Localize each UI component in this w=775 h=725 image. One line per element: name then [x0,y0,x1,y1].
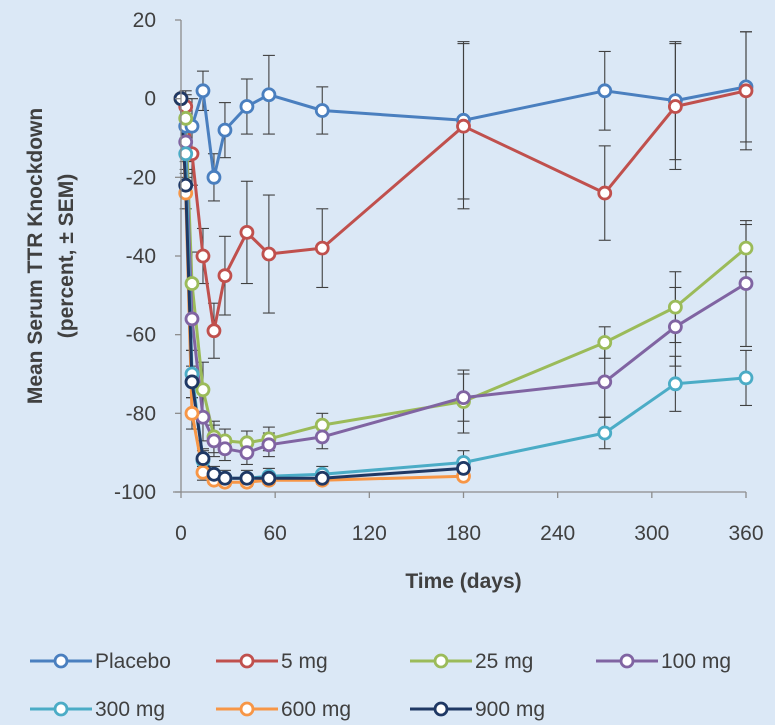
legend-marker [239,653,255,669]
data-point [206,323,222,339]
data-point [597,374,613,390]
data-point [597,425,613,441]
data-point [261,470,277,486]
data-point [195,382,211,398]
data-point [206,433,222,449]
data-point [314,103,330,118]
legend-label: 300 mg [95,698,165,721]
legend-label: 600 mg [281,698,351,721]
data-point [314,417,330,433]
legend-item-4: 300 mg [30,698,165,721]
data-point [314,429,330,445]
legend-marker [239,701,255,717]
x-tick-label: 180 [446,522,481,545]
data-point [178,146,194,162]
legend-label: Placebo [95,650,171,673]
data-point [597,335,613,350]
data-point [184,311,200,327]
legend-marker [53,653,69,669]
data-point [217,268,233,284]
data-point [178,177,194,193]
data-point [239,470,255,486]
y-tick-label: -60 [126,324,156,347]
data-point [738,240,754,256]
y-tick-label: -40 [126,245,156,268]
data-point [667,299,683,315]
legend-label: 100 mg [661,650,731,673]
data-point [738,83,754,99]
data-point [597,185,613,201]
data-point [239,445,255,461]
data-point [738,276,754,291]
series-points [173,79,754,490]
y-tick-label: 0 [144,88,156,111]
data-point [667,319,683,335]
x-tick-label: 240 [540,522,575,545]
x-tick-label: 120 [352,522,387,545]
data-point [456,118,471,134]
y-axis-title-line-2: (percent, ± SEM) [55,174,78,338]
legend-marker [619,653,635,669]
data-point [314,470,330,486]
data-point [217,122,233,138]
data-point [261,437,277,453]
data-point [217,441,233,457]
data-point [195,451,211,466]
data-point [597,83,613,99]
legend-item-6: 900 mg [410,698,545,721]
tick-labels: 20 0 -20 -40 -60 -80 -100 0 60 120 180 240 300 360 [114,9,764,545]
legend: Placebo 5 mg 25 mg 100 mg 300 mg 600 mg 900 mg [30,650,731,721]
data-point [206,169,222,185]
legend-item-0: Placebo [30,650,171,673]
x-tick-label: 360 [728,522,763,545]
data-point [667,376,683,392]
data-point [239,224,255,240]
legend-marker [433,653,449,669]
data-point [184,374,200,390]
data-point [178,110,194,126]
y-tick-label: -100 [114,481,156,504]
legend-marker [433,701,449,717]
y-tick-label: -80 [126,402,156,425]
x-tick-label: 60 [263,522,286,545]
y-tick-label: 20 [133,9,156,32]
y-axis-title: Mean Serum TTR Knockdown (percent, ± SEM… [24,108,78,404]
y-axis-title-line-1: Mean Serum TTR Knockdown [24,108,47,404]
data-point [261,87,277,103]
data-point [195,83,211,99]
legend-marker [53,701,69,717]
legend-item-1: 5 mg [216,650,328,673]
data-point [738,370,754,386]
data-point [184,405,200,421]
data-point [667,99,683,114]
x-tick-label: 0 [175,522,187,545]
data-point [314,240,330,256]
data-point [195,248,211,264]
legend-label: 900 mg [475,698,545,721]
y-tick-label: -20 [126,166,156,189]
data-point [456,460,471,476]
legend-label: 5 mg [281,650,328,673]
x-tick-label: 300 [634,522,669,545]
data-point [456,390,471,406]
data-point [184,276,200,291]
data-point [261,246,277,262]
x-axis-title: Time (days) [405,570,521,593]
legend-item-2: 25 mg [410,650,533,673]
legend-item-3: 100 mg [596,650,731,673]
axes [173,19,747,498]
legend-label: 25 mg [475,650,533,673]
legend-item-5: 600 mg [216,698,351,721]
data-point [217,470,233,486]
data-point [239,99,255,114]
